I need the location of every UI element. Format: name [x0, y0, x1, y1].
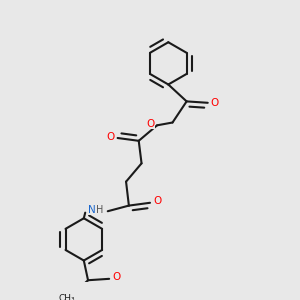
Text: H: H: [96, 205, 103, 215]
Text: N: N: [88, 205, 96, 215]
Text: CH₃: CH₃: [58, 294, 75, 300]
Text: O: O: [106, 132, 114, 142]
Text: O: O: [147, 119, 155, 129]
Text: O: O: [211, 98, 219, 108]
Text: O: O: [112, 272, 121, 282]
Text: O: O: [153, 196, 161, 206]
